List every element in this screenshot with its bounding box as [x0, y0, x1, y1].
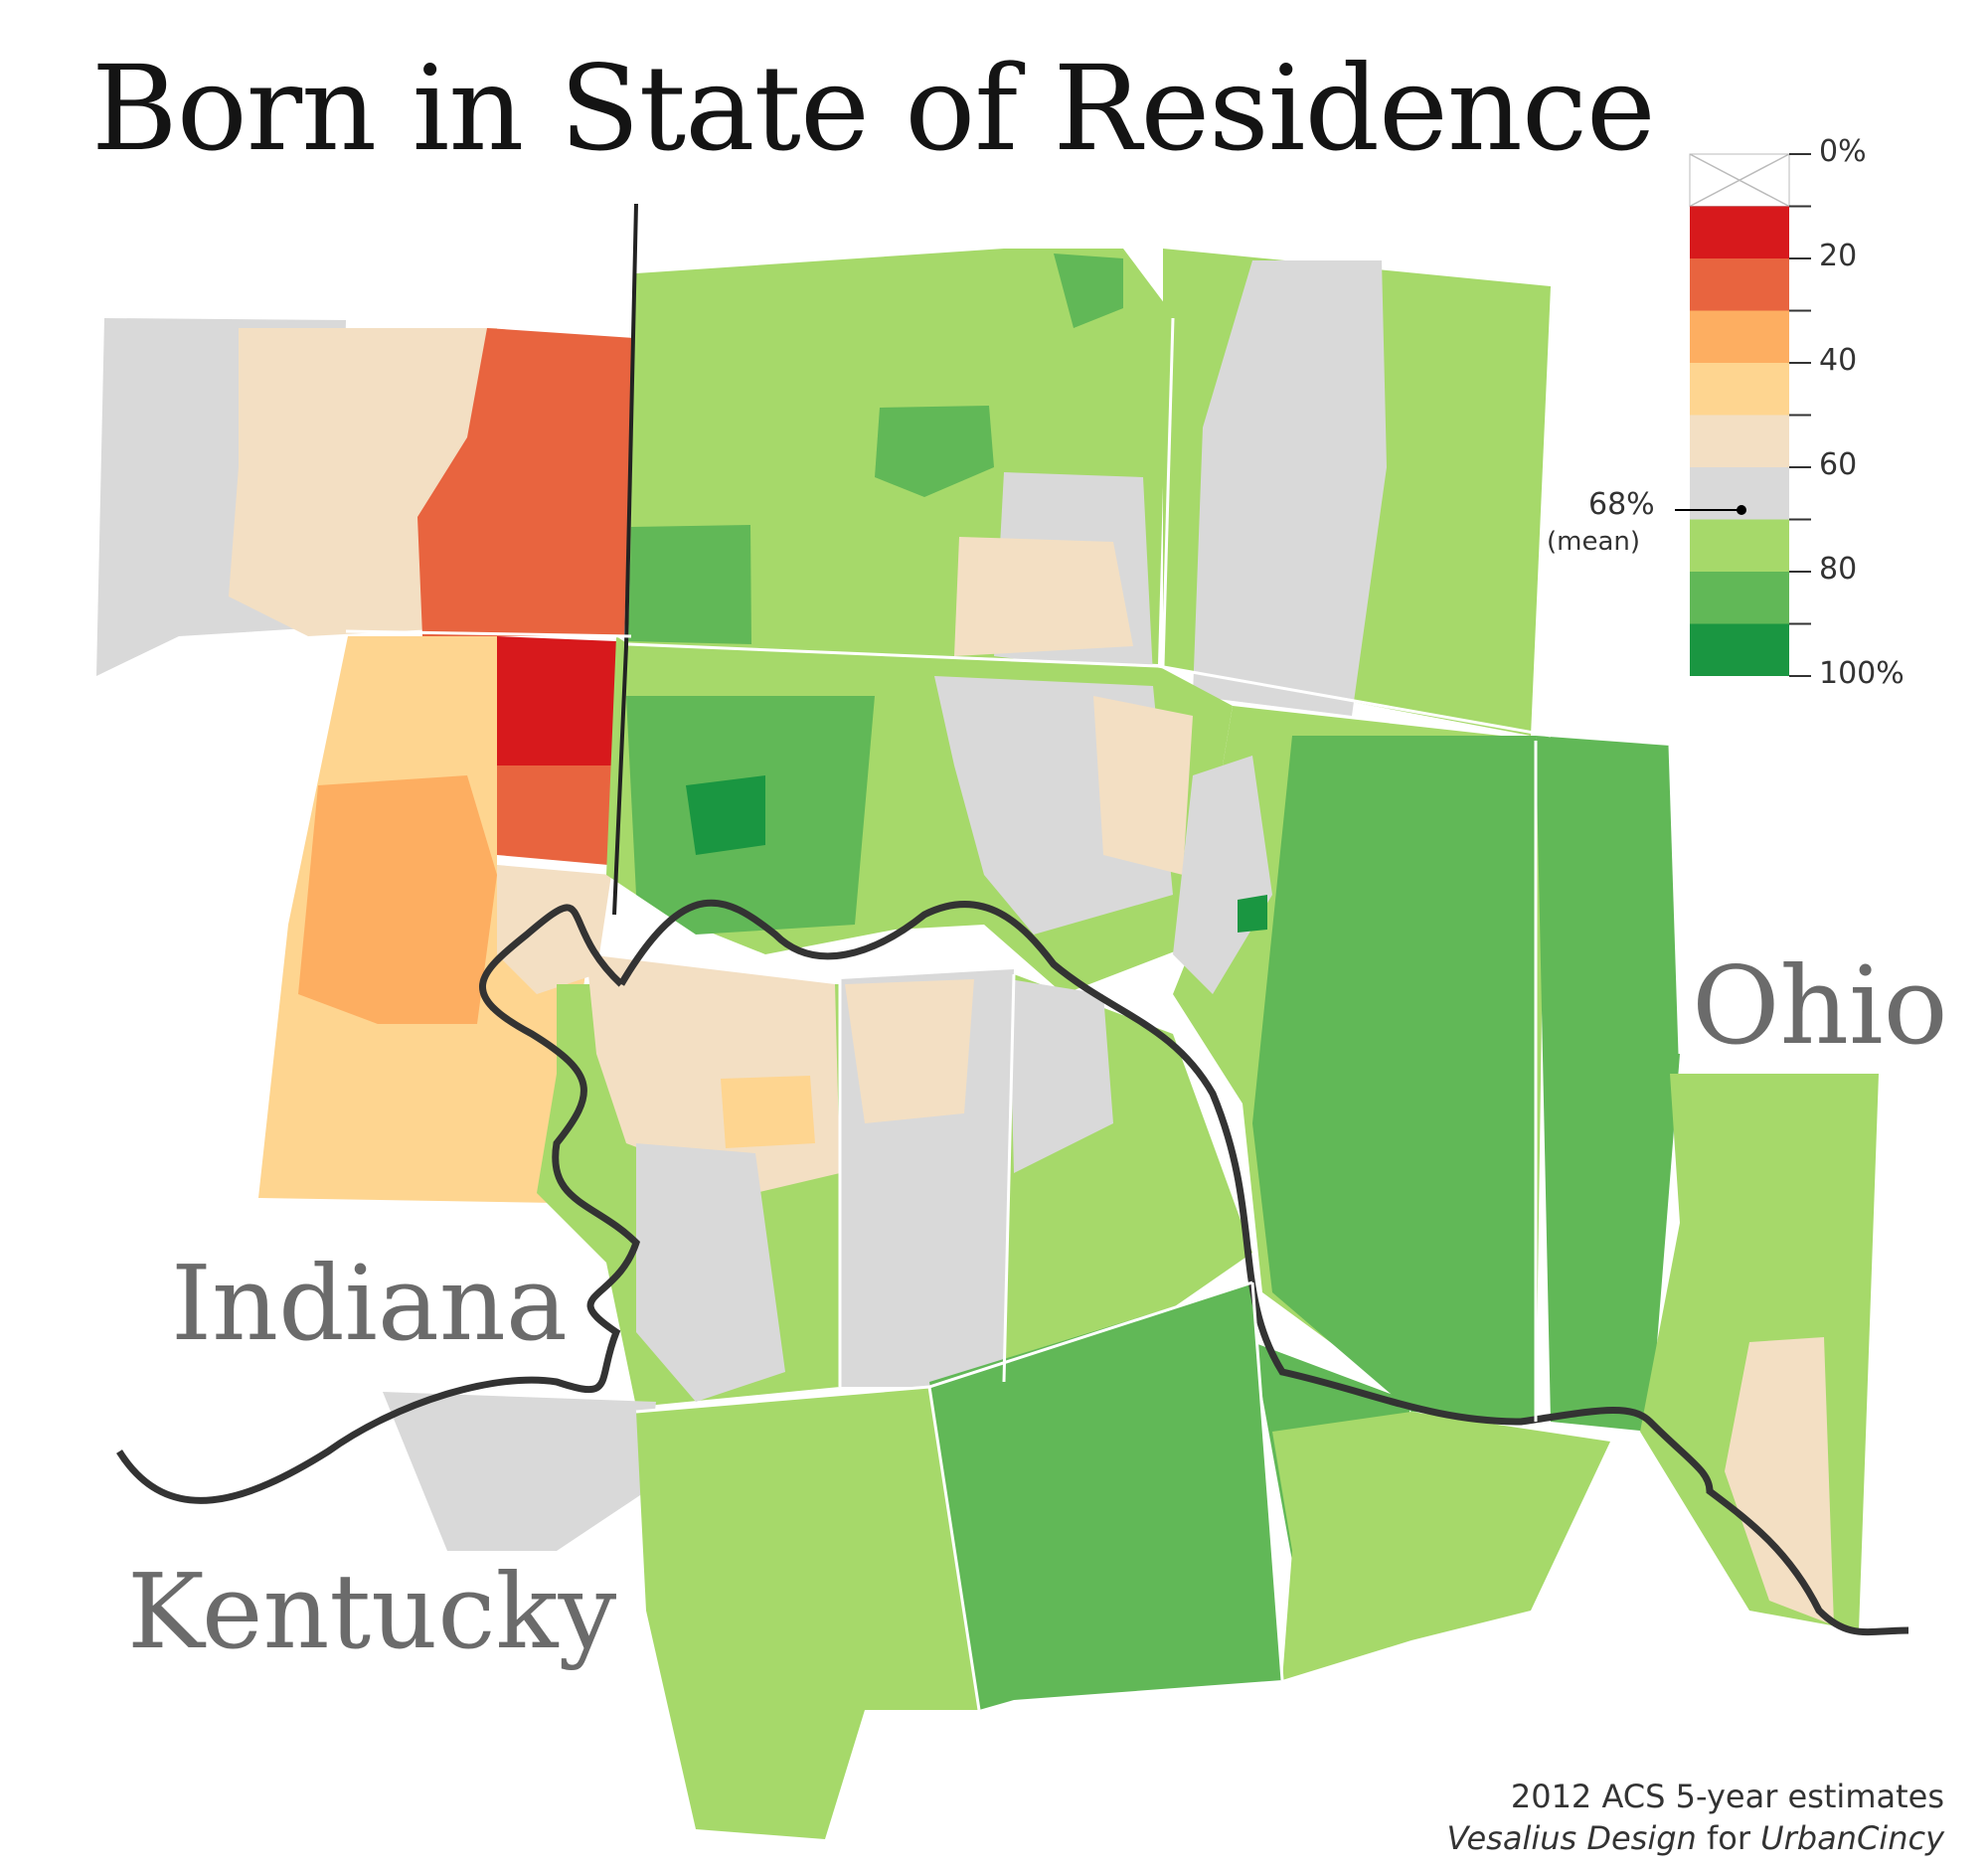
county-indiana-red — [497, 636, 616, 785]
indiana-ohio-state-line — [612, 203, 638, 916]
legend-tick-label: 100% — [1819, 656, 1905, 691]
legend-bin-30-40 — [1690, 310, 1789, 363]
map-title: Born in State of Residence — [91, 40, 1656, 177]
tract-clermont-darkgreen — [1238, 895, 1267, 933]
ohio-east-region — [1173, 706, 1879, 1630]
credit-source: 2012 ACS 5-year estimates — [1510, 1778, 1944, 1815]
legend-bin-70-80 — [1690, 519, 1789, 572]
indiana-region — [96, 318, 634, 1203]
ohio-north-region — [628, 249, 1551, 736]
county-brown — [1252, 736, 1536, 1422]
legend-tick-label: 60 — [1819, 447, 1858, 482]
legend-bin-50-60 — [1690, 415, 1789, 467]
county-boone-orange — [721, 1076, 815, 1148]
legend-no-data-cross-1 — [1689, 153, 1790, 208]
legend-tick-label: 0% — [1819, 134, 1867, 169]
kentucky-region — [383, 954, 1610, 1839]
county-indiana-red-orange — [497, 765, 616, 865]
county-ohio-southeast-tan — [1725, 1337, 1834, 1625]
legend-ticks — [1789, 153, 1811, 677]
tract-hamilton-dark-green — [686, 775, 765, 855]
state-label-indiana: Indiana — [171, 1243, 568, 1364]
credit-for: for — [1707, 1819, 1750, 1857]
mean-indicator-dot — [1737, 505, 1746, 515]
county-indiana-east-tan — [497, 865, 611, 994]
county-grant — [636, 1387, 979, 1839]
legend-mean-value: 68% — [1588, 487, 1655, 522]
county-indiana-dearborn — [417, 328, 634, 636]
county-ohio-warren-gray — [1193, 260, 1387, 716]
tract-ohio-north-tan — [954, 537, 1133, 656]
hamilton-county-region — [606, 636, 1233, 994]
state-label-kentucky: Kentucky — [127, 1551, 617, 1672]
county-indiana-south-orange — [298, 775, 497, 1024]
county-pendleton — [929, 1282, 1282, 1710]
county-adams — [1536, 736, 1680, 1432]
county-mason — [1272, 1412, 1610, 1680]
county-gallatin-gray — [383, 1392, 656, 1551]
legend-mean-note: (mean) — [1547, 527, 1641, 557]
legend-bin-20-30 — [1690, 258, 1789, 311]
legend-bin-90-100 — [1690, 623, 1789, 676]
legend-bin-40-50 — [1690, 363, 1789, 416]
county-kenton-tan — [845, 979, 974, 1123]
state-label-ohio: Ohio — [1692, 944, 1948, 1069]
county-borders — [345, 317, 1682, 1711]
legend-bin-10-20 — [1690, 206, 1789, 258]
tract-hamilton-tan-east — [1093, 696, 1193, 875]
legend-bin-80-90 — [1690, 572, 1789, 624]
legend-bins — [1689, 153, 1790, 676]
legend-tick-label: 40 — [1819, 343, 1858, 378]
credit-client: UrbanCincy — [1760, 1819, 1944, 1857]
tract-ohio-north-green-2 — [1054, 254, 1123, 328]
county-campbell-gray — [1009, 979, 1113, 1173]
county-boone-gray — [636, 1143, 785, 1402]
county-ohio-northwest-green — [628, 525, 751, 644]
legend-tick-label: 20 — [1819, 239, 1858, 273]
tract-clermont-gray — [1173, 756, 1272, 994]
credit-author-line: Vesalius Design for UrbanCincy — [1446, 1819, 1944, 1857]
credit-author: Vesalius Design — [1446, 1819, 1697, 1857]
legend-tick-label: 80 — [1819, 552, 1858, 587]
tract-ohio-north-green — [875, 406, 994, 497]
